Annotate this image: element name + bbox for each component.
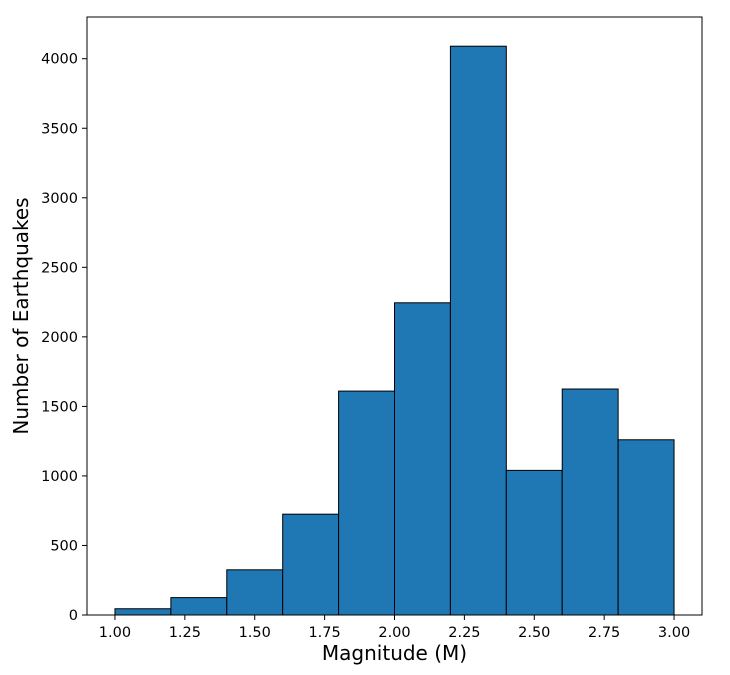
x-axis-title: Magnitude (M) (322, 641, 467, 665)
y-tick-label: 3000 (41, 191, 78, 207)
x-tick-label: 2.50 (518, 625, 550, 641)
y-tick-label: 2500 (41, 260, 78, 276)
x-tick-label: 1.50 (239, 625, 271, 641)
x-tick-label: 1.00 (99, 625, 131, 641)
y-axis: 0 500 1000 1500 2000 2500 3000 3500 4000 (41, 52, 87, 624)
y-tick-label: 4000 (41, 52, 78, 68)
histogram-bar (338, 390, 396, 616)
x-tick-label: 3.00 (658, 625, 690, 641)
y-tick-label: 1000 (41, 469, 78, 485)
histogram-bar (226, 569, 284, 616)
histogram-bar (394, 302, 451, 616)
x-tick-label: 2.75 (588, 625, 620, 641)
y-tick-label: 0 (69, 608, 78, 624)
bars-group (114, 45, 675, 616)
histogram-bar (282, 513, 340, 616)
histogram-bar (561, 388, 619, 616)
y-tick-label: 1500 (41, 399, 78, 415)
x-axis: 1.00 1.25 1.50 1.75 2.00 2.25 2.50 2.75 3.00 (99, 615, 690, 641)
y-tick-label: 500 (50, 538, 78, 554)
x-tick-label: 1.75 (308, 625, 340, 641)
histogram-bar (449, 45, 507, 616)
histogram-bar (170, 597, 228, 616)
y-tick-label: 3500 (41, 121, 78, 137)
y-axis-title: Number of Earthquakes (9, 197, 33, 434)
y-tick-label: 2000 (41, 330, 78, 346)
x-tick-label: 2.25 (448, 625, 480, 641)
x-tick-label: 1.25 (169, 625, 201, 641)
x-tick-label: 2.00 (378, 625, 410, 641)
histogram-bar (617, 439, 675, 616)
histogram-bar (505, 469, 563, 616)
histogram-bar (114, 608, 172, 616)
